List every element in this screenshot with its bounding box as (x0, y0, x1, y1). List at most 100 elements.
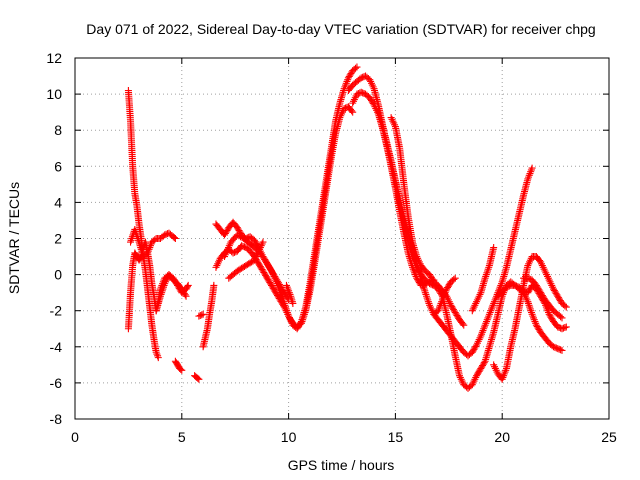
data-point-marker (367, 95, 375, 103)
data-point-marker (270, 271, 278, 279)
data-point-marker (451, 309, 459, 317)
data-point-marker (257, 264, 265, 272)
data-point-marker (382, 137, 390, 145)
data-point-marker (210, 283, 218, 291)
x-tick-label: 25 (601, 429, 617, 445)
y-tick-label: 10 (46, 86, 62, 102)
data-point-marker (331, 132, 339, 140)
data-point-marker (484, 265, 492, 273)
data-point-marker (276, 296, 284, 304)
data-point-marker (327, 155, 335, 163)
data-point-marker (243, 245, 251, 253)
data-point-marker (262, 271, 270, 279)
data-point-marker (535, 325, 543, 333)
data-point-marker (152, 346, 160, 354)
data-point-marker (539, 331, 547, 339)
data-point-marker (551, 288, 559, 296)
data-point-marker (453, 311, 461, 319)
data-point-marker (156, 294, 164, 302)
data-point-marker (256, 263, 264, 271)
data-point-marker (538, 292, 546, 300)
data-point-marker (538, 290, 546, 298)
data-point-marker (262, 273, 270, 281)
chart-title: Day 071 of 2022, Sidereal Day-to-day VTE… (86, 21, 595, 37)
data-point-marker (286, 290, 294, 298)
data-point-marker (354, 76, 362, 84)
data-point-marker (271, 287, 279, 295)
data-point-marker (347, 105, 355, 113)
data-point-marker (230, 248, 238, 256)
data-point-marker (447, 328, 455, 336)
data-point-marker (278, 299, 286, 307)
data-point-marker (471, 344, 479, 352)
data-point-marker (201, 336, 209, 344)
data-point-marker (535, 255, 543, 263)
y-tick-label: 8 (54, 122, 62, 138)
data-point-marker (423, 268, 431, 276)
data-point-marker (544, 274, 552, 282)
data-point-marker (477, 364, 485, 372)
data-point-marker (286, 315, 294, 323)
data-point-marker (482, 271, 490, 279)
data-point-marker (256, 261, 264, 269)
data-point-marker (423, 277, 431, 285)
data-point-marker (269, 284, 277, 292)
data-point-marker (251, 238, 259, 246)
data-point-marker (248, 258, 256, 266)
data-point-marker (423, 294, 431, 302)
data-point-marker (436, 284, 444, 292)
data-point-marker (465, 383, 473, 391)
data-point-marker (412, 251, 420, 259)
data-point-marker (179, 287, 187, 295)
data-point-marker (459, 320, 467, 328)
data-point-marker (557, 313, 565, 321)
data-point-marker (182, 292, 190, 300)
data-point-marker (149, 237, 157, 245)
data-point-marker (414, 266, 422, 274)
data-point-marker (306, 289, 314, 297)
data-point-marker (194, 374, 202, 382)
data-point-marker (134, 236, 142, 244)
data-point-marker (496, 290, 504, 298)
data-point-marker (502, 366, 510, 374)
data-point-marker (391, 121, 399, 129)
data-point-marker (268, 283, 276, 291)
data-point-marker (171, 277, 179, 285)
data-point-marker (268, 281, 276, 289)
data-point-marker (480, 323, 488, 331)
data-point-marker (279, 300, 287, 308)
data-point-marker (172, 279, 180, 287)
data-point-marker (288, 298, 296, 306)
data-point-marker (526, 286, 534, 294)
data-point-marker (264, 260, 272, 268)
data-point-marker (427, 273, 435, 281)
data-point-marker (431, 279, 439, 287)
data-point-marker (131, 225, 139, 233)
data-point-marker (480, 359, 488, 367)
data-point-marker (450, 307, 458, 315)
data-point-marker (344, 76, 352, 84)
y-tick-label: -4 (50, 339, 63, 355)
x-tick-label: 15 (388, 429, 404, 445)
data-point-marker (543, 336, 551, 344)
data-point-marker (523, 296, 531, 304)
data-point-marker (445, 281, 453, 289)
data-point-marker (555, 294, 563, 302)
data-point-marker (214, 223, 222, 231)
data-point-marker (183, 283, 191, 291)
data-point-marker (533, 323, 541, 331)
data-point-marker (171, 235, 179, 242)
data-point-marker (153, 350, 161, 358)
data-point-marker (244, 238, 252, 246)
data-point-marker (483, 269, 491, 277)
data-point-marker (485, 345, 493, 353)
data-point-marker (267, 280, 275, 288)
data-point-marker (301, 309, 309, 317)
data-point-marker (428, 275, 436, 283)
data-point-marker (347, 84, 355, 92)
data-point-marker (458, 318, 466, 326)
data-point-marker (527, 309, 535, 317)
data-point-marker (273, 292, 281, 300)
data-point-marker (131, 251, 139, 259)
